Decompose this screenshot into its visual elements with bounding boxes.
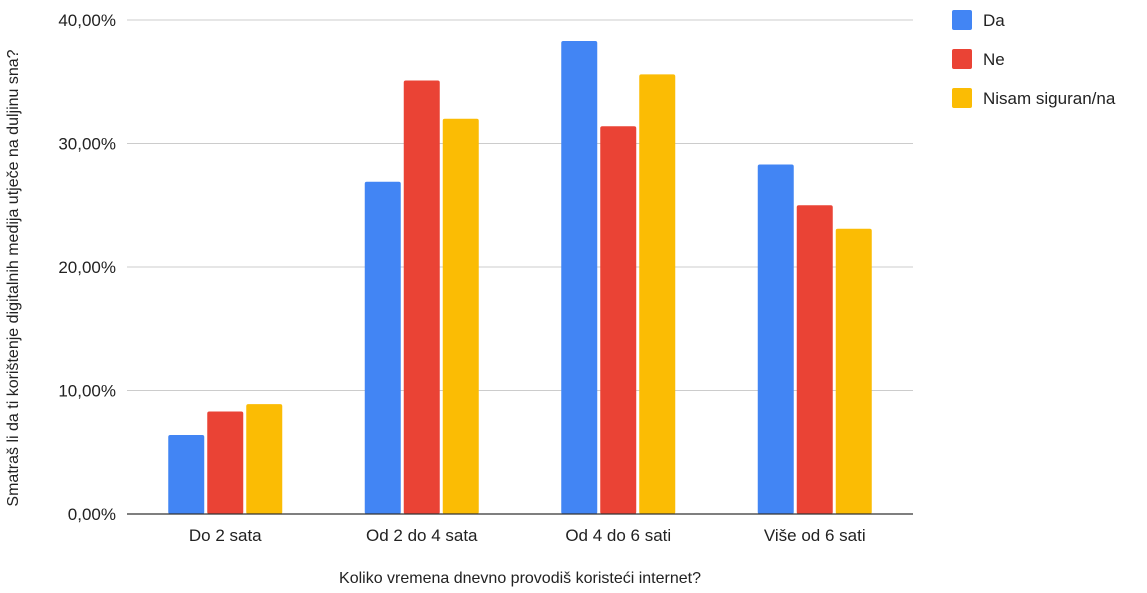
bar-da-0[interactable] bbox=[168, 434, 205, 514]
legend-swatch bbox=[952, 10, 972, 30]
bar-ne-3[interactable] bbox=[796, 205, 833, 514]
y-tick-label: 20,00% bbox=[58, 258, 116, 277]
x-category-label: Do 2 sata bbox=[189, 526, 262, 545]
legend[interactable]: Da Ne Nisam siguran/na bbox=[952, 10, 1116, 108]
legend-label[interactable]: Nisam siguran/na bbox=[983, 89, 1116, 108]
y-axis-ticks: 0,00% 10,00% 20,00% 30,00% 40,00% bbox=[58, 11, 116, 524]
y-tick-label: 10,00% bbox=[58, 382, 116, 401]
bar-ne-2[interactable] bbox=[600, 126, 637, 515]
y-tick-label: 0,00% bbox=[68, 505, 116, 524]
legend-swatch bbox=[952, 49, 972, 69]
bar-nisam-siguran-na-2[interactable] bbox=[639, 74, 676, 514]
y-tick-label: 40,00% bbox=[58, 11, 116, 30]
bar-ne-1[interactable] bbox=[403, 80, 440, 514]
bar-da-2[interactable] bbox=[561, 40, 598, 515]
bar-nisam-siguran-na-0[interactable] bbox=[246, 404, 283, 514]
bar-da-1[interactable] bbox=[364, 181, 401, 514]
x-axis-title: Koliko vremena dnevno provodiš koristeći… bbox=[339, 570, 701, 587]
x-category-label: Od 2 do 4 sata bbox=[366, 526, 478, 545]
bar-da-3[interactable] bbox=[757, 164, 794, 514]
legend-swatch bbox=[952, 88, 972, 108]
gridlines bbox=[127, 19, 913, 391]
bar-ne-0[interactable] bbox=[207, 411, 244, 514]
x-category-label: Od 4 do 6 sati bbox=[565, 526, 671, 545]
legend-label[interactable]: Da bbox=[983, 11, 1005, 30]
y-tick-label: 30,00% bbox=[58, 135, 116, 154]
x-category-label: Više od 6 sati bbox=[764, 526, 866, 545]
bar-nisam-siguran-na-1[interactable] bbox=[442, 118, 479, 515]
y-axis-title: Smatraš li da ti korištenje digitalnih m… bbox=[5, 49, 22, 506]
bar-nisam-siguran-na-3[interactable] bbox=[835, 228, 872, 514]
bars bbox=[168, 40, 872, 515]
x-axis-categories: Do 2 sata Od 2 do 4 sata Od 4 do 6 sati Viš… bbox=[189, 526, 866, 545]
legend-label[interactable]: Ne bbox=[983, 50, 1005, 69]
